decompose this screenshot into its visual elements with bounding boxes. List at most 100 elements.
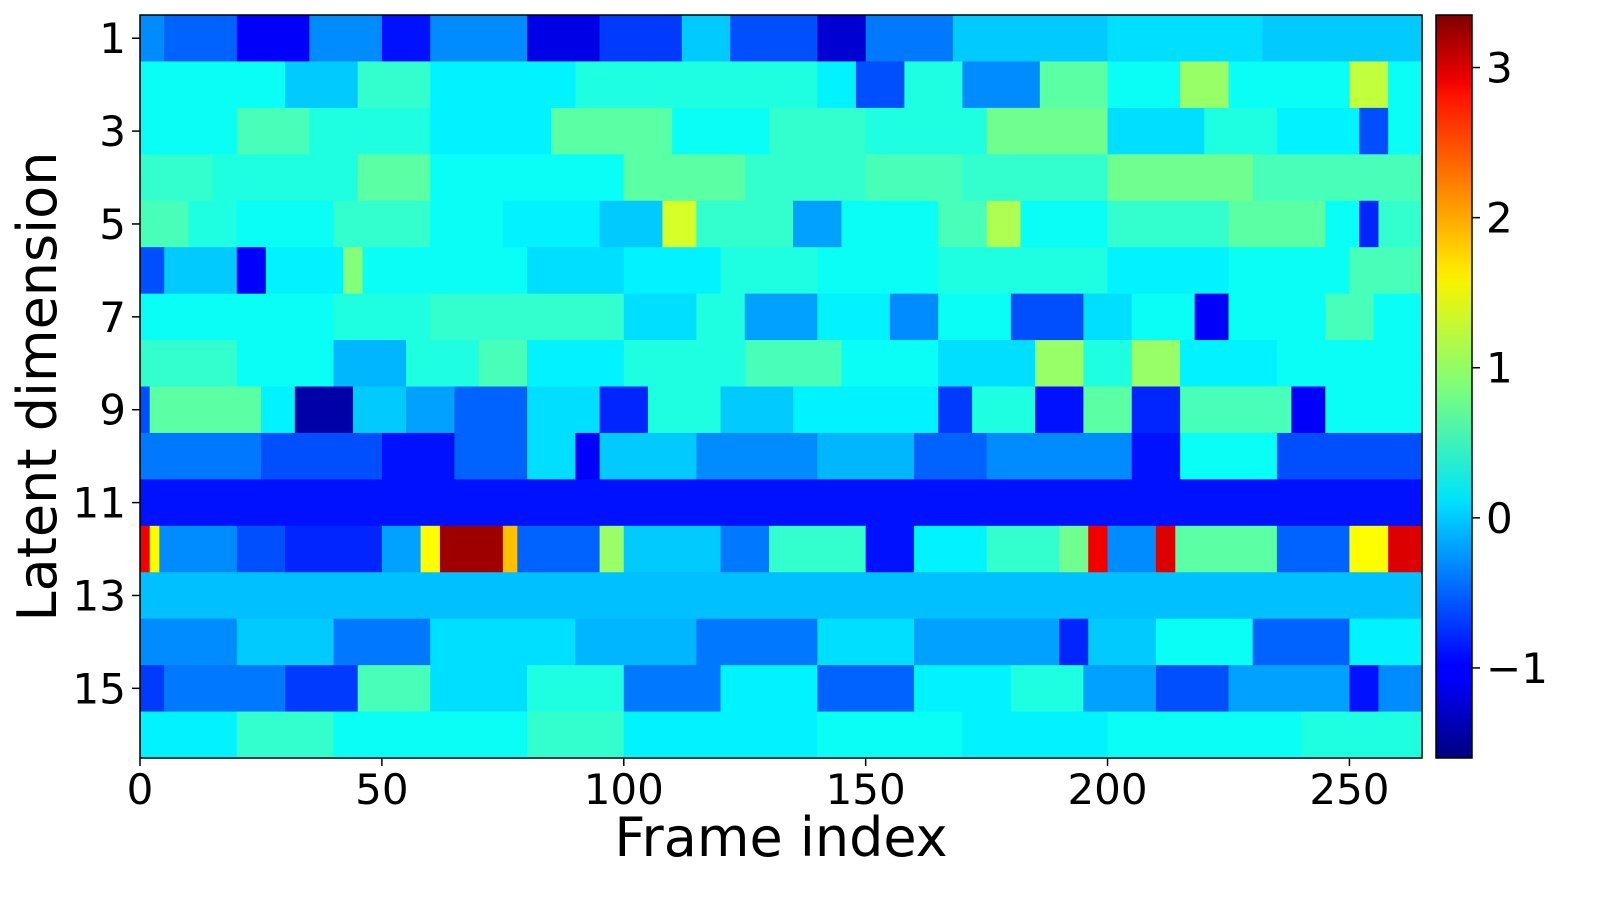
heatmap-cell-dim9-seg6 (454, 386, 528, 434)
heatmap-cell-dim8-seg13 (1180, 340, 1278, 388)
heatmap-cell-dim9-seg2 (260, 386, 296, 434)
heatmap-cell-dim16-seg1 (236, 711, 335, 759)
heatmap-cell-dim7-seg8 (938, 293, 1012, 341)
heatmap-cell-dim14-seg6 (817, 618, 915, 666)
y-tick-label: 1 (99, 14, 126, 63)
heatmap-cell-dim15-seg12 (1155, 665, 1230, 713)
heatmap-cell-dim1-seg14 (1262, 15, 1423, 63)
heatmap-cell-dim13-seg0 (140, 572, 1423, 620)
heatmap-cell-dim7-seg3 (623, 293, 697, 341)
heatmap-cell-dim12-seg14 (865, 525, 915, 573)
heatmap-cell-dim15-seg10 (1010, 665, 1084, 713)
heatmap-cell-dim15-seg7 (720, 665, 818, 713)
heatmap-cell-dim5-seg5 (502, 200, 601, 248)
heatmap-cell-dim7-seg14 (1325, 293, 1375, 341)
heatmap-cell-dim5-seg11 (938, 200, 988, 248)
heatmap-cell-dim4-seg3 (430, 154, 625, 202)
heatmap-cell-dim12-seg12 (720, 525, 770, 573)
heatmap-cell-dim12-seg7 (439, 525, 504, 573)
heatmap-cell-dim8-seg5 (527, 340, 625, 388)
heatmap-cell-dim3-seg7 (865, 107, 988, 155)
heatmap-cell-dim7-seg4 (696, 293, 746, 341)
heatmap-cell-dim14-seg11 (1252, 618, 1351, 666)
heatmap-cell-dim3-seg8 (986, 107, 1109, 155)
heatmap-cell-dim5-seg18 (1378, 200, 1423, 248)
heatmap-cell-dim16-seg7 (1107, 711, 1302, 759)
heatmap-cell-dim9-seg14 (1034, 386, 1084, 434)
heatmap-cell-dim14-seg2 (333, 618, 431, 666)
heatmap-cell-dim3-seg10 (1204, 107, 1278, 155)
colorbar-tick-label: 1 (1486, 344, 1513, 393)
heatmap-cell-dim12-seg10 (599, 525, 625, 573)
heatmap-cell-dim9-seg16 (1131, 386, 1181, 434)
heatmap-cell-dim12-seg3 (236, 525, 286, 573)
heatmap-cell-dim1-seg0 (140, 15, 165, 63)
heatmap-cell-dim3-seg13 (1388, 107, 1423, 155)
colorbar-tick-label: 0 (1486, 494, 1513, 543)
heatmap-cell-dim7-seg2 (430, 293, 625, 341)
heatmap-cell-dim10-seg9 (914, 432, 988, 480)
heatmap-cell-dim10-seg2 (381, 432, 456, 480)
heatmap-cell-dim5-seg10 (841, 200, 939, 248)
heatmap-cell-dim9-seg15 (1083, 386, 1133, 434)
heatmap-cell-dim1-seg8 (681, 15, 731, 63)
heatmap-cell-dim10-seg13 (1276, 432, 1423, 480)
heatmap-cell-dim6-seg4 (343, 247, 364, 295)
heatmap-cell-dim9-seg7 (527, 386, 601, 434)
heatmap-cell-dim8-seg9 (938, 340, 1036, 388)
heatmap-cell-dim10-seg1 (260, 432, 383, 480)
heatmap-cell-dim8-seg8 (841, 340, 939, 388)
heatmap-cell-dim8-seg0 (140, 340, 238, 388)
heatmap-cell-dim3-seg12 (1359, 107, 1389, 155)
x-tick-label: 50 (355, 765, 408, 814)
heatmap-cell-dim6-seg3 (265, 247, 344, 295)
heatmap-cell-dim12-seg13 (768, 525, 867, 573)
heatmap-cell-dim3-seg4 (551, 107, 673, 155)
heatmap-cell-dim16-seg0 (140, 711, 238, 759)
heatmap-cell-dim6-seg1 (164, 247, 238, 295)
heatmap-cell-dim2-seg2 (357, 61, 431, 109)
heatmap-cell-dim16-seg8 (1301, 711, 1423, 759)
heatmap-cell-dim3-seg3 (430, 107, 552, 155)
heatmap-cell-dim12-seg22 (1276, 525, 1351, 573)
heatmap-cells (140, 15, 1423, 759)
colorbar: −1 0 1 2 3 (1435, 14, 1548, 759)
heatmap-cell-dim12-seg0 (140, 525, 151, 573)
heatmap-cell-dim2-seg13 (1349, 61, 1389, 109)
heatmap-cell-dim16-seg4 (623, 711, 818, 759)
heatmap-cell-dim8-seg6 (623, 340, 746, 388)
heatmap-cell-dim4-seg7 (962, 154, 1109, 202)
heatmap-cell-dim9-seg3 (294, 386, 354, 434)
heatmap-cell-dim12-seg4 (285, 525, 383, 573)
heatmap-cell-dim10-seg7 (696, 432, 818, 480)
heatmap-cell-dim4-seg4 (623, 154, 746, 202)
heatmap-cell-dim8-seg11 (1083, 340, 1133, 388)
heatmap-cell-dim15-seg6 (623, 665, 722, 713)
heatmap-cell-dim12-seg24 (1388, 525, 1423, 573)
heatmap-cell-dim8-seg14 (1276, 340, 1423, 388)
heatmap-cell-dim2-seg8 (962, 61, 1041, 109)
heatmap-cell-dim14-seg4 (575, 618, 697, 666)
heatmap-cell-dim8-seg3 (406, 340, 480, 388)
heatmap-cell-dim5-seg15 (1228, 200, 1326, 248)
heatmap-cell-dim2-seg3 (430, 61, 576, 109)
heatmap-cell-dim6-seg8 (720, 247, 818, 295)
heatmap-cell-dim2-seg7 (904, 61, 964, 109)
heatmap-cell-dim15-seg2 (285, 665, 359, 713)
heatmap-cell-dim2-seg14 (1388, 61, 1423, 109)
heatmap-cell-dim12-seg19 (1107, 525, 1157, 573)
heatmap-cell-dim12-seg15 (914, 525, 988, 573)
heatmap-cell-dim10-seg4 (527, 432, 576, 480)
y-axis-label: Latent dimension (6, 152, 69, 622)
heatmap-cell-dim2-seg9 (1039, 61, 1109, 109)
heatmap-cell-dim1-seg7 (599, 15, 683, 63)
heatmap-cell-dim5-seg14 (1107, 200, 1230, 248)
heatmap-cell-dim6-seg2 (236, 247, 267, 295)
y-tick-label: 9 (99, 386, 126, 435)
heatmap-cell-dim9-seg0 (140, 386, 151, 434)
heatmap-cell-dim2-seg4 (575, 61, 818, 109)
heatmap-cell-dim6-seg10 (938, 247, 1109, 295)
heatmap-cell-dim1-seg13 (1107, 15, 1263, 63)
